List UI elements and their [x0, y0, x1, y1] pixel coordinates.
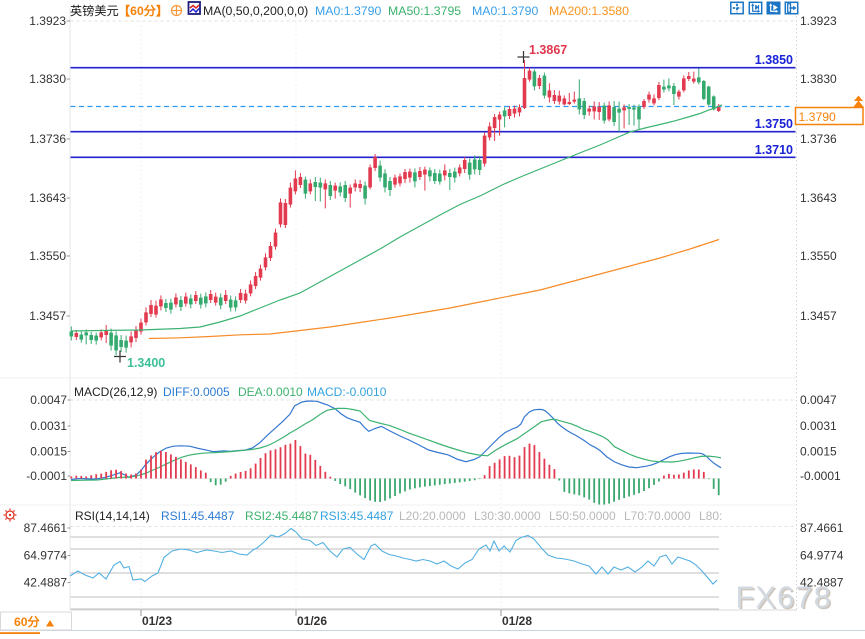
svg-text:1.3457: 1.3457: [29, 309, 66, 323]
svg-text:L20:20.0000: L20:20.0000: [399, 509, 466, 523]
svg-text:0.0031: 0.0031: [800, 419, 837, 433]
svg-text:英镑美元: 英镑美元: [70, 3, 119, 18]
svg-text:1.3923: 1.3923: [29, 14, 66, 28]
svg-text:MA200:1.3580: MA200:1.3580: [549, 4, 629, 18]
svg-text:MACD(26,12,9): MACD(26,12,9): [74, 385, 157, 399]
svg-text:1.3550: 1.3550: [800, 249, 837, 263]
svg-text:64.9774: 64.9774: [800, 549, 844, 563]
svg-text:MA0:1.3790: MA0:1.3790: [315, 4, 381, 18]
svg-text:1.3643: 1.3643: [29, 191, 66, 205]
svg-text:RSI2:45.4487: RSI2:45.4487: [245, 509, 319, 523]
svg-text:60分: 60分: [14, 614, 41, 629]
svg-text:0.0047: 0.0047: [800, 393, 837, 407]
svg-text:1.3550: 1.3550: [29, 249, 66, 263]
svg-text:0.0015: 0.0015: [30, 445, 67, 459]
svg-text:1.3643: 1.3643: [800, 191, 837, 205]
svg-text:1.3457: 1.3457: [800, 309, 837, 323]
svg-text:42.4887: 42.4887: [24, 576, 68, 590]
svg-text:-0.0001: -0.0001: [26, 469, 67, 483]
svg-text:MA(0,50,0,200,0,0): MA(0,50,0,200,0,0): [203, 4, 308, 18]
svg-text:0.0015: 0.0015: [800, 445, 837, 459]
svg-text:1.3400: 1.3400: [127, 356, 165, 370]
svg-text:1.3790: 1.3790: [799, 110, 836, 124]
svg-text:RSI1:45.4487: RSI1:45.4487: [161, 509, 235, 523]
svg-text:42.4887: 42.4887: [800, 576, 844, 590]
svg-text:MA50:1.3795: MA50:1.3795: [388, 4, 461, 18]
svg-text:L30:30.0000: L30:30.0000: [474, 509, 541, 523]
svg-text:01/28: 01/28: [502, 614, 532, 628]
svg-text:MACD:-0.0010: MACD:-0.0010: [307, 385, 387, 399]
svg-text:1.3750: 1.3750: [755, 117, 793, 131]
svg-text:RSI(14,14,14): RSI(14,14,14): [75, 509, 150, 523]
svg-text:1.3830: 1.3830: [29, 72, 66, 86]
svg-text:FX678: FX678: [736, 580, 832, 615]
svg-text:RSI3:45.4487: RSI3:45.4487: [320, 509, 394, 523]
svg-text:0.0031: 0.0031: [30, 419, 67, 433]
svg-text:1.3923: 1.3923: [800, 14, 837, 28]
svg-text:1.3867: 1.3867: [529, 43, 567, 57]
svg-text:1.3736: 1.3736: [29, 132, 66, 146]
svg-text:1.3736: 1.3736: [800, 132, 837, 146]
svg-text:1.3850: 1.3850: [755, 53, 793, 67]
svg-text:87.4661: 87.4661: [24, 521, 68, 535]
svg-text:-0.0001: -0.0001: [800, 469, 841, 483]
svg-text:DEA:0.0010: DEA:0.0010: [238, 385, 303, 399]
svg-text:DIFF:0.0005: DIFF:0.0005: [163, 385, 230, 399]
svg-text:1.3830: 1.3830: [800, 72, 837, 86]
svg-text:87.4661: 87.4661: [800, 521, 844, 535]
svg-text:FX678: FX678: [737, 581, 833, 616]
svg-text:01/23: 01/23: [142, 614, 172, 628]
svg-text:L50:50.0000: L50:50.0000: [549, 509, 616, 523]
svg-text:L80:: L80:: [699, 509, 722, 523]
svg-text:0.0047: 0.0047: [30, 393, 67, 407]
svg-text:01/26: 01/26: [297, 614, 327, 628]
svg-text:64.9774: 64.9774: [24, 549, 68, 563]
svg-text:L70:70.0000: L70:70.0000: [624, 509, 691, 523]
svg-text:MA0:1.3790: MA0:1.3790: [472, 4, 538, 18]
svg-text:1.3710: 1.3710: [755, 143, 793, 157]
svg-text:【60分】: 【60分】: [118, 3, 168, 18]
